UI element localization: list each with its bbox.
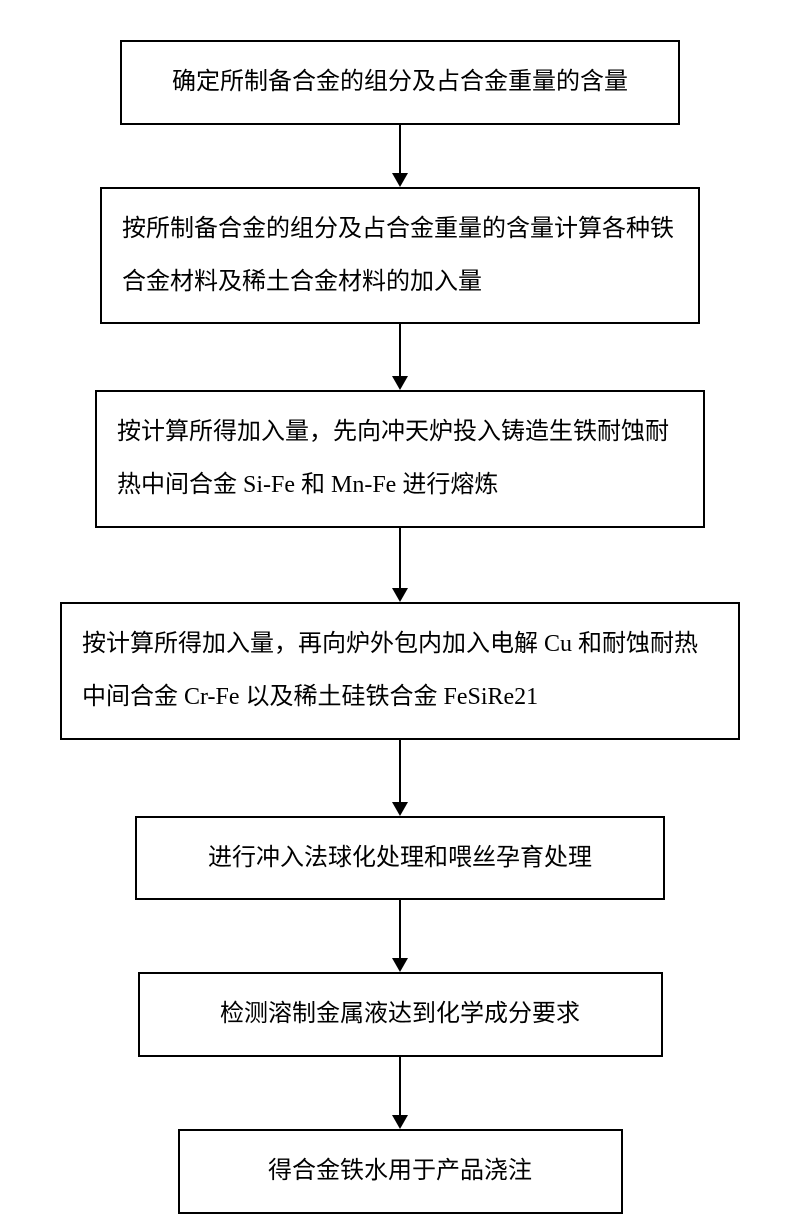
arrow-6 bbox=[392, 1057, 408, 1129]
step-text: 按所制备合金的组分及占合金重量的含量计算各种铁合金材料及稀土合金材料的加入量 bbox=[122, 216, 674, 295]
arrow-1 bbox=[392, 125, 408, 187]
arrow-line bbox=[399, 324, 401, 376]
arrow-5 bbox=[392, 900, 408, 972]
flowchart-step-4: 按计算所得加入量，再向炉外包内加入电解 Cu 和耐蚀耐热中间合金 Cr-Fe 以… bbox=[60, 602, 740, 740]
flowchart-step-1: 确定所制备合金的组分及占合金重量的含量 bbox=[120, 40, 680, 125]
step-text: 按计算所得加入量，再向炉外包内加入电解 Cu 和耐蚀耐热中间合金 Cr-Fe 以… bbox=[82, 631, 698, 710]
step-text: 检测溶制金属液达到化学成分要求 bbox=[220, 1001, 580, 1027]
arrow-line bbox=[399, 528, 401, 588]
step-text: 进行冲入法球化处理和喂丝孕育处理 bbox=[208, 845, 592, 871]
step-text: 确定所制备合金的组分及占合金重量的含量 bbox=[172, 69, 628, 95]
arrow-head-icon bbox=[392, 376, 408, 390]
flowchart-container: 确定所制备合金的组分及占合金重量的含量 按所制备合金的组分及占合金重量的含量计算… bbox=[0, 0, 800, 1214]
arrow-head-icon bbox=[392, 802, 408, 816]
flowchart-step-3: 按计算所得加入量，先向冲天炉投入铸造生铁耐蚀耐热中间合金 Si-Fe 和 Mn-… bbox=[95, 390, 705, 528]
arrow-4 bbox=[392, 740, 408, 816]
step-text: 得合金铁水用于产品浇注 bbox=[268, 1158, 532, 1184]
arrow-3 bbox=[392, 528, 408, 602]
flowchart-step-5: 进行冲入法球化处理和喂丝孕育处理 bbox=[135, 816, 665, 901]
arrow-head-icon bbox=[392, 173, 408, 187]
arrow-line bbox=[399, 1057, 401, 1115]
flowchart-step-2: 按所制备合金的组分及占合金重量的含量计算各种铁合金材料及稀土合金材料的加入量 bbox=[100, 187, 700, 325]
arrow-line bbox=[399, 125, 401, 173]
arrow-2 bbox=[392, 324, 408, 390]
flowchart-step-7: 得合金铁水用于产品浇注 bbox=[178, 1129, 623, 1214]
flowchart-step-6: 检测溶制金属液达到化学成分要求 bbox=[138, 972, 663, 1057]
arrow-line bbox=[399, 740, 401, 802]
arrow-line bbox=[399, 900, 401, 958]
arrow-head-icon bbox=[392, 958, 408, 972]
arrow-head-icon bbox=[392, 588, 408, 602]
step-text: 按计算所得加入量，先向冲天炉投入铸造生铁耐蚀耐热中间合金 Si-Fe 和 Mn-… bbox=[117, 419, 669, 498]
arrow-head-icon bbox=[392, 1115, 408, 1129]
